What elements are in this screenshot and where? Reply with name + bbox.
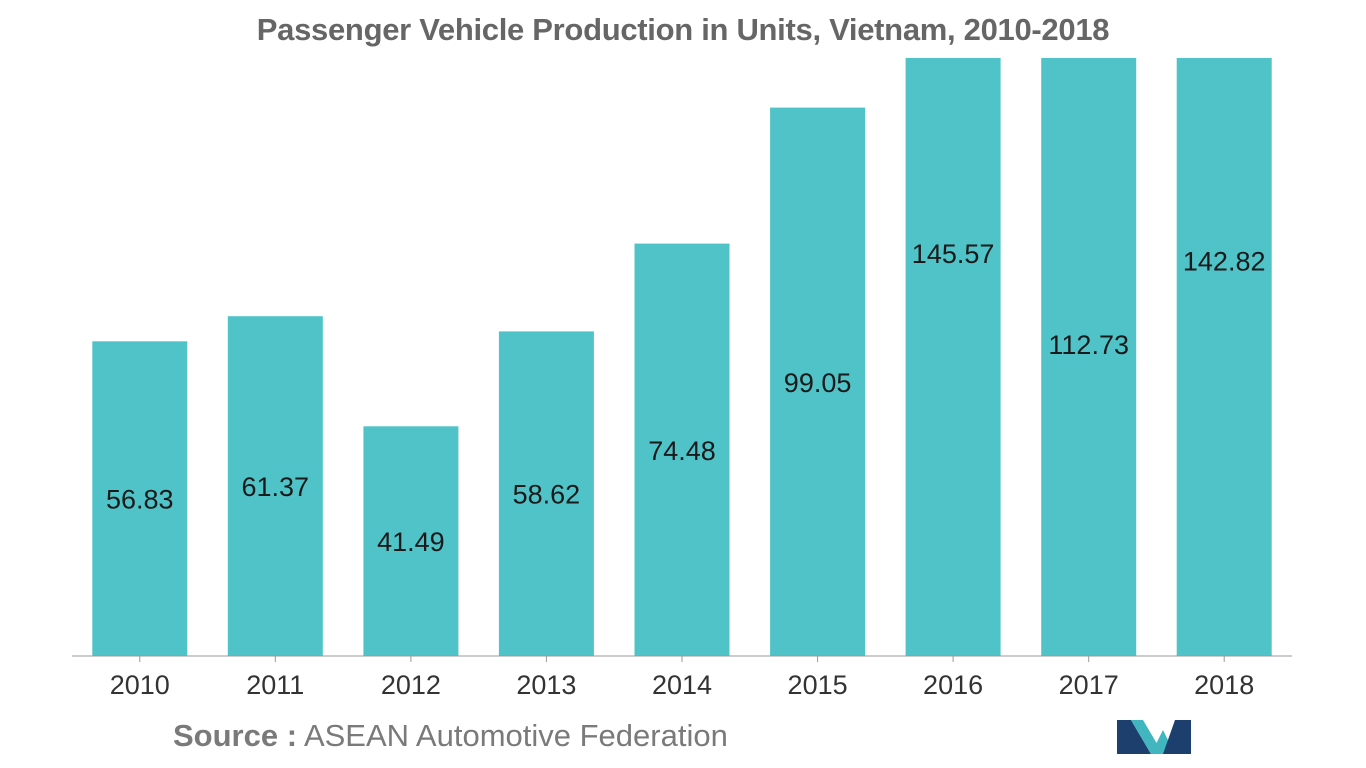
x-tick-2016: 2016 xyxy=(923,670,983,700)
bar-2012 xyxy=(363,426,459,656)
bar-2016 xyxy=(905,58,1001,656)
company-logo-icon xyxy=(1117,720,1191,754)
data-label-2016: 145.57 xyxy=(912,239,995,269)
x-tick-2017: 2017 xyxy=(1059,670,1119,700)
x-tick-2013: 2013 xyxy=(516,670,576,700)
data-label-2018: 142.82 xyxy=(1183,247,1266,277)
data-label-2011: 61.37 xyxy=(242,472,310,502)
data-label-2010: 56.83 xyxy=(106,485,174,515)
source-label: Source : xyxy=(173,718,298,753)
bar-chart: 56.83 2010 61.37 2011 41.49 2012 58.62 2013 74.4… xyxy=(72,58,1292,700)
bar-2010 xyxy=(92,341,188,656)
data-label-2014: 74.48 xyxy=(648,436,716,466)
bar-2015 xyxy=(770,107,866,657)
source-note: Source : ASEAN Automotive Federation xyxy=(173,718,728,754)
bar-2011 xyxy=(227,316,323,656)
bar-2014 xyxy=(634,243,730,656)
chart-title: Passenger Vehicle Production in Units, V… xyxy=(256,12,1110,47)
data-label-2015: 99.05 xyxy=(784,368,852,398)
data-label-2013: 58.62 xyxy=(513,480,581,510)
source-text: ASEAN Automotive Federation xyxy=(303,718,728,753)
data-label-2017: 112.73 xyxy=(1048,330,1129,360)
bar-2013 xyxy=(498,331,594,656)
x-tick-2011: 2011 xyxy=(246,670,304,700)
x-tick-2015: 2015 xyxy=(788,670,848,700)
x-tick-2014: 2014 xyxy=(652,670,712,700)
bar-2017 xyxy=(1041,58,1137,656)
x-tick-2010: 2010 xyxy=(110,670,170,700)
x-tick-2012: 2012 xyxy=(381,670,441,700)
x-tick-2018: 2018 xyxy=(1194,670,1254,700)
data-label-2012: 41.49 xyxy=(377,527,445,557)
bar-2018 xyxy=(1176,58,1272,656)
